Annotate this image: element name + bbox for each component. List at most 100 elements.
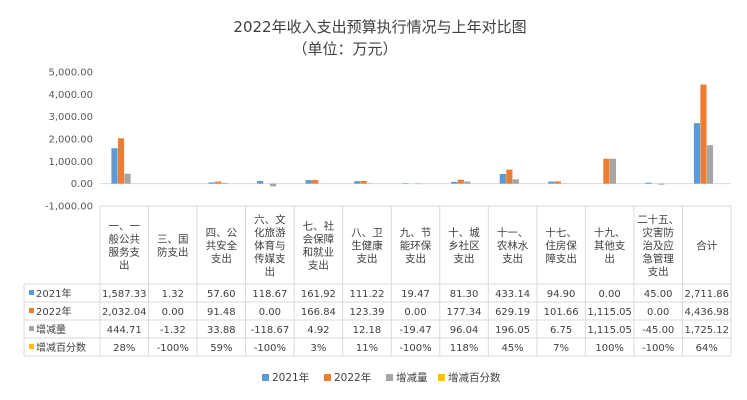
bar [117, 138, 125, 184]
data-label: 161.92 [301, 289, 336, 300]
data-label: -45.00 [642, 325, 674, 336]
bar [451, 181, 458, 184]
data-label: 1,587.33 [102, 289, 147, 300]
bar [457, 179, 464, 184]
data-label: 177.34 [447, 307, 482, 318]
data-label: 1,115.05 [587, 307, 632, 318]
chart-subtitle: （单位：万元） [292, 40, 397, 58]
category-label-line: 和就业 [303, 246, 335, 259]
bar [603, 158, 610, 184]
category-label-line: 三、国 [157, 234, 189, 246]
category-label: 十一、农林水支出 [497, 226, 529, 265]
category-label-line: 合计 [696, 239, 717, 252]
category-label: 七、社会保障和就业支出 [303, 220, 335, 272]
category-label: 十九、其他支出 [594, 226, 626, 265]
y-tick-label: 2,000.00 [48, 135, 93, 146]
data-label: 0.00 [162, 307, 184, 318]
bar [506, 169, 513, 184]
category-label-line: 出 [119, 259, 130, 272]
data-label: -100% [642, 343, 674, 354]
category-label-line: 其他支 [594, 239, 626, 252]
category-label-line: 一、一 [109, 221, 141, 233]
category-label-line: 传媒支 [254, 252, 286, 265]
data-label: -100% [157, 343, 189, 354]
bar [658, 183, 665, 185]
data-label: 100% [595, 343, 624, 354]
category-label-line: 灾害防 [642, 226, 674, 239]
y-tick-label: 0.00 [71, 179, 93, 190]
data-label: -100% [254, 343, 286, 354]
bar [609, 158, 616, 184]
data-label: 444.71 [107, 325, 142, 336]
bar [111, 148, 118, 184]
data-label: 433.14 [495, 289, 530, 300]
category-label-line: 十一、 [497, 226, 529, 239]
bar [693, 123, 701, 184]
data-label: 0.00 [599, 289, 621, 300]
category-label-line: 支出 [502, 252, 523, 265]
data-label: 19.47 [401, 289, 430, 300]
data-label: 3% [310, 343, 326, 354]
bar [548, 181, 555, 184]
category-label-line: 支出 [405, 252, 426, 265]
data-label: 0.00 [404, 307, 426, 318]
category-label-line: 支出 [454, 252, 475, 265]
data-label: 1,115.05 [587, 325, 632, 336]
bar [554, 181, 561, 184]
bar [270, 183, 277, 187]
legend-key [262, 374, 269, 381]
category-label-line: 化旅游 [254, 226, 286, 239]
row-legend-key [29, 326, 34, 331]
category-label-line: 农林水 [497, 239, 529, 252]
category-label: 九、节能环保支出 [400, 227, 432, 265]
category-label-line: 出 [265, 265, 276, 278]
data-label: 1,725.12 [684, 325, 729, 336]
category-label-line: 般公共 [109, 233, 141, 246]
category-label-line: 十、城 [448, 226, 480, 239]
bar [706, 145, 714, 184]
bar [257, 181, 264, 184]
data-label: 81.30 [450, 289, 479, 300]
category-label-line: 出 [604, 252, 615, 265]
data-label: -1.32 [160, 325, 186, 336]
row-label: 2021年 [36, 287, 71, 300]
category-label-line: 七、社 [303, 220, 335, 233]
data-label: 2,711.86 [684, 289, 729, 300]
data-label: 196.05 [495, 325, 530, 336]
bar [312, 179, 319, 184]
data-label: 96.04 [450, 325, 479, 336]
category-label-line: 防支出 [157, 246, 189, 259]
category-label: 八、卫生健康支出 [351, 227, 383, 265]
category-label-line: 障支出 [545, 252, 577, 265]
data-label: 0.00 [647, 307, 669, 318]
category-label-line: 体育与 [254, 239, 286, 252]
category-label-line: 四、公 [206, 227, 238, 239]
data-label: 64% [696, 343, 718, 354]
bars [111, 84, 720, 187]
data-label: 11% [356, 343, 378, 354]
category-label-line: 会保障 [303, 233, 335, 246]
y-tick-label: -1,000.00 [45, 202, 93, 213]
y-tick-label: 3,000.00 [48, 112, 93, 123]
bar [305, 180, 312, 184]
category-label-line: 支出 [211, 252, 232, 265]
data-label: 45% [501, 343, 523, 354]
data-label: 94.90 [547, 289, 576, 300]
bar [512, 179, 519, 184]
data-label: 118% [450, 343, 479, 354]
data-label: 12.18 [353, 325, 382, 336]
data-label: 91.48 [207, 307, 236, 318]
row-legend-key [29, 290, 34, 295]
chart-title: 2022年收入支出预算执行情况与上年对比图 [233, 18, 526, 36]
data-label: 4,436.98 [684, 307, 729, 318]
bar [499, 173, 506, 184]
bar [208, 182, 215, 184]
bar [354, 181, 361, 184]
category-label-line: 支出 [648, 265, 669, 278]
data-label: 111.22 [349, 289, 384, 300]
data-label: 0.00 [259, 307, 281, 318]
category-label-line: 九、节 [400, 227, 432, 239]
bar [645, 182, 652, 184]
legend-key [438, 374, 445, 381]
